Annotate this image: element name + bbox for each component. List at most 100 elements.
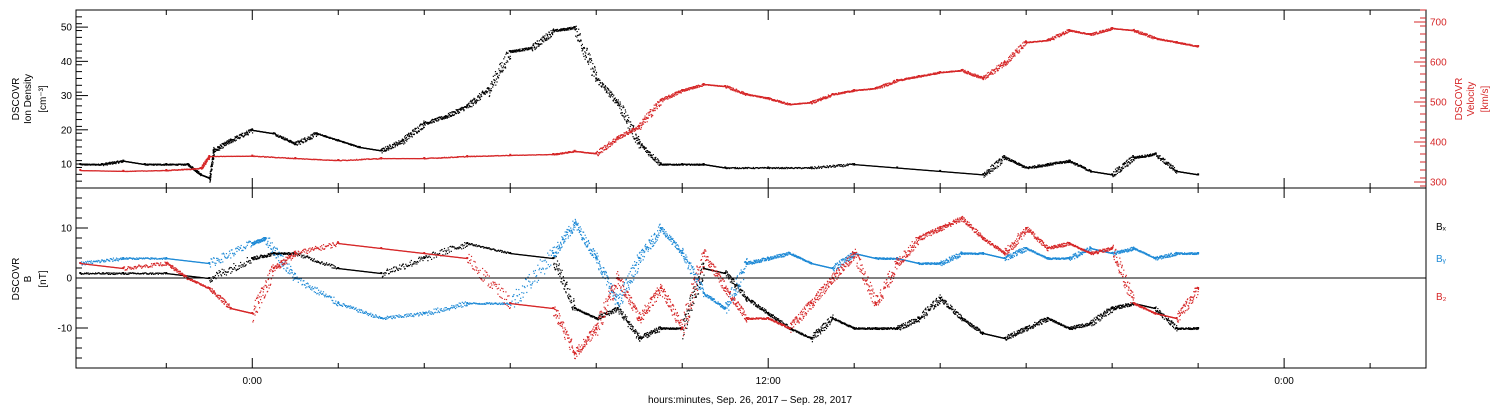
density-sample: [568, 26, 571, 29]
density-sample: [1149, 153, 1152, 155]
velocity-sample: [646, 121, 648, 123]
density-sample: [566, 27, 568, 30]
density-sample: [821, 167, 823, 169]
density-sample: [113, 162, 115, 164]
density-sample: [384, 149, 386, 152]
velocity-sample: [663, 99, 665, 101]
density-sample: [531, 47, 533, 49]
velocity-sample: [735, 91, 737, 93]
density-sample: [240, 134, 242, 136]
density-sample: [418, 130, 420, 132]
density-sample: [451, 114, 453, 117]
density-sample: [448, 113, 451, 116]
density-sample: [222, 147, 224, 149]
density-sample: [640, 146, 642, 148]
density-sample: [549, 34, 552, 36]
density-sample: [547, 33, 549, 36]
density-sample: [278, 136, 280, 138]
density-sample: [297, 141, 299, 143]
density-sample: [247, 133, 249, 135]
density-sample: [113, 161, 115, 163]
density-sample: [621, 112, 623, 114]
density-sample: [1158, 157, 1160, 159]
density-sample: [521, 48, 523, 50]
density-sample: [232, 138, 234, 141]
velocity-sample: [616, 139, 618, 141]
velocity-sample: [627, 133, 630, 136]
density-sample: [1169, 164, 1172, 166]
density-sample: [639, 141, 641, 143]
density-sample: [536, 40, 539, 42]
density-sample: [1171, 167, 1173, 170]
density-sample: [585, 56, 587, 58]
density-sample: [832, 164, 834, 166]
density-sample: [587, 60, 589, 62]
velocity-sample: [640, 122, 642, 124]
density-sample: [293, 141, 295, 143]
density-sample: [633, 138, 635, 140]
density-sample: [497, 75, 499, 77]
density-sample: [470, 102, 472, 104]
density-sample: [239, 137, 241, 139]
density-sample: [281, 137, 283, 139]
density-sample: [219, 146, 221, 149]
density-sample: [235, 137, 237, 139]
density-sample: [325, 136, 327, 138]
density-sample: [810, 166, 812, 169]
density-sample: [307, 138, 310, 140]
density-sample: [993, 168, 995, 170]
density-sample: [410, 133, 412, 135]
density-sample: [561, 30, 563, 32]
density-sample: [1125, 162, 1127, 164]
density-sample: [481, 92, 483, 94]
density-sample: [223, 143, 225, 145]
density-sample: [494, 80, 496, 82]
density-sample: [334, 138, 336, 140]
density-sample: [213, 153, 215, 155]
density-sample: [599, 79, 601, 81]
density-sample: [210, 165, 212, 167]
density-sample: [567, 29, 569, 31]
density-sample: [449, 114, 451, 116]
velocity-sample: [735, 89, 737, 92]
density-sample: [589, 54, 591, 56]
density-sample: [148, 164, 150, 166]
density-sample: [414, 128, 416, 130]
density-sample: [541, 43, 543, 45]
density-sample: [121, 160, 123, 162]
density-sample: [999, 164, 1001, 166]
velocity-sample: [639, 124, 641, 126]
density-sample: [433, 119, 435, 121]
density-sample: [542, 36, 544, 38]
density-sample: [234, 140, 236, 142]
density-sample: [1166, 163, 1169, 165]
density-sample: [117, 161, 119, 163]
density-sample: [408, 135, 411, 137]
density-sample: [581, 50, 583, 52]
density-sample: [535, 43, 537, 45]
density-sample: [459, 108, 461, 110]
density-sample: [552, 33, 554, 36]
velocity-sample: [670, 95, 672, 97]
density-sample: [551, 32, 553, 34]
density-sample: [605, 91, 607, 94]
density-sample: [559, 29, 561, 31]
density-sample: [621, 114, 623, 116]
density-sample: [109, 161, 111, 163]
density-sample: [430, 121, 432, 123]
density-sample: [524, 50, 526, 52]
velocity-sample: [647, 117, 650, 119]
density-sample: [231, 140, 233, 143]
density-sample: [474, 101, 477, 103]
density-sample: [660, 162, 662, 164]
density-sample: [422, 123, 424, 125]
top-panel-frame: [75, 9, 1427, 189]
density-sample: [228, 143, 230, 145]
density-sample: [614, 102, 616, 104]
density-sample: [489, 90, 491, 92]
velocity-sample: [602, 151, 604, 153]
velocity-sample: [637, 124, 640, 126]
density-sample: [215, 150, 217, 152]
density-sample: [611, 93, 614, 95]
